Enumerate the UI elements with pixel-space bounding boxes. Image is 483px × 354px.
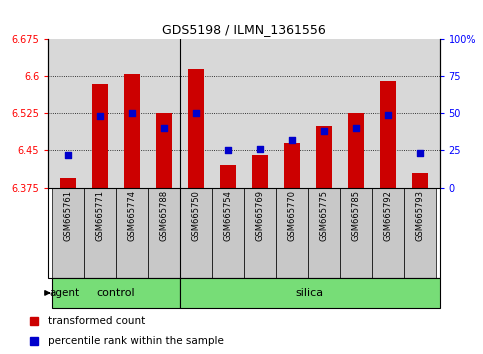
Bar — [59, 178, 75, 188]
Text: GSM665792: GSM665792 — [384, 190, 393, 241]
Point — [288, 137, 296, 143]
Point — [256, 146, 264, 152]
Bar — [372, 188, 404, 278]
Text: GSM665771: GSM665771 — [95, 190, 104, 241]
Bar — [156, 113, 172, 188]
Point — [160, 125, 168, 131]
Bar — [308, 188, 340, 278]
Text: GSM665754: GSM665754 — [223, 190, 232, 241]
Point — [352, 125, 360, 131]
Bar — [92, 84, 108, 188]
Bar — [316, 126, 332, 188]
Point — [64, 152, 71, 158]
Bar — [84, 188, 115, 278]
Point — [224, 148, 232, 153]
Text: GSM665788: GSM665788 — [159, 190, 168, 241]
Bar — [212, 188, 244, 278]
Point — [384, 112, 392, 118]
Text: GSM665775: GSM665775 — [320, 190, 328, 241]
Bar — [52, 188, 84, 278]
Text: agent: agent — [49, 288, 79, 298]
Bar — [180, 188, 212, 278]
Text: GSM665750: GSM665750 — [191, 190, 200, 241]
Text: silica: silica — [296, 288, 324, 298]
Point — [96, 113, 103, 119]
Text: GSM665770: GSM665770 — [287, 190, 297, 241]
Bar — [180, 278, 440, 308]
Text: GSM665769: GSM665769 — [256, 190, 265, 241]
Bar — [148, 188, 180, 278]
Bar — [52, 278, 180, 308]
Point — [128, 110, 136, 116]
Point — [416, 150, 424, 156]
Bar — [220, 165, 236, 188]
Title: GDS5198 / ILMN_1361556: GDS5198 / ILMN_1361556 — [162, 23, 326, 36]
Bar — [276, 188, 308, 278]
Bar — [340, 188, 372, 278]
Text: percentile rank within the sample: percentile rank within the sample — [48, 336, 224, 346]
Text: transformed count: transformed count — [48, 316, 145, 326]
Bar — [412, 173, 428, 188]
Bar — [124, 74, 140, 188]
Bar — [252, 155, 268, 188]
Text: GSM665793: GSM665793 — [416, 190, 425, 241]
Text: GSM665774: GSM665774 — [127, 190, 136, 241]
Bar — [284, 143, 300, 188]
Bar — [188, 69, 204, 188]
Text: GSM665785: GSM665785 — [352, 190, 361, 241]
Bar — [244, 188, 276, 278]
Bar — [115, 188, 148, 278]
Point — [192, 110, 199, 116]
Bar — [348, 113, 364, 188]
Bar — [404, 188, 436, 278]
Text: control: control — [96, 288, 135, 298]
Text: GSM665761: GSM665761 — [63, 190, 72, 241]
Bar — [380, 81, 396, 188]
Point — [320, 128, 328, 134]
